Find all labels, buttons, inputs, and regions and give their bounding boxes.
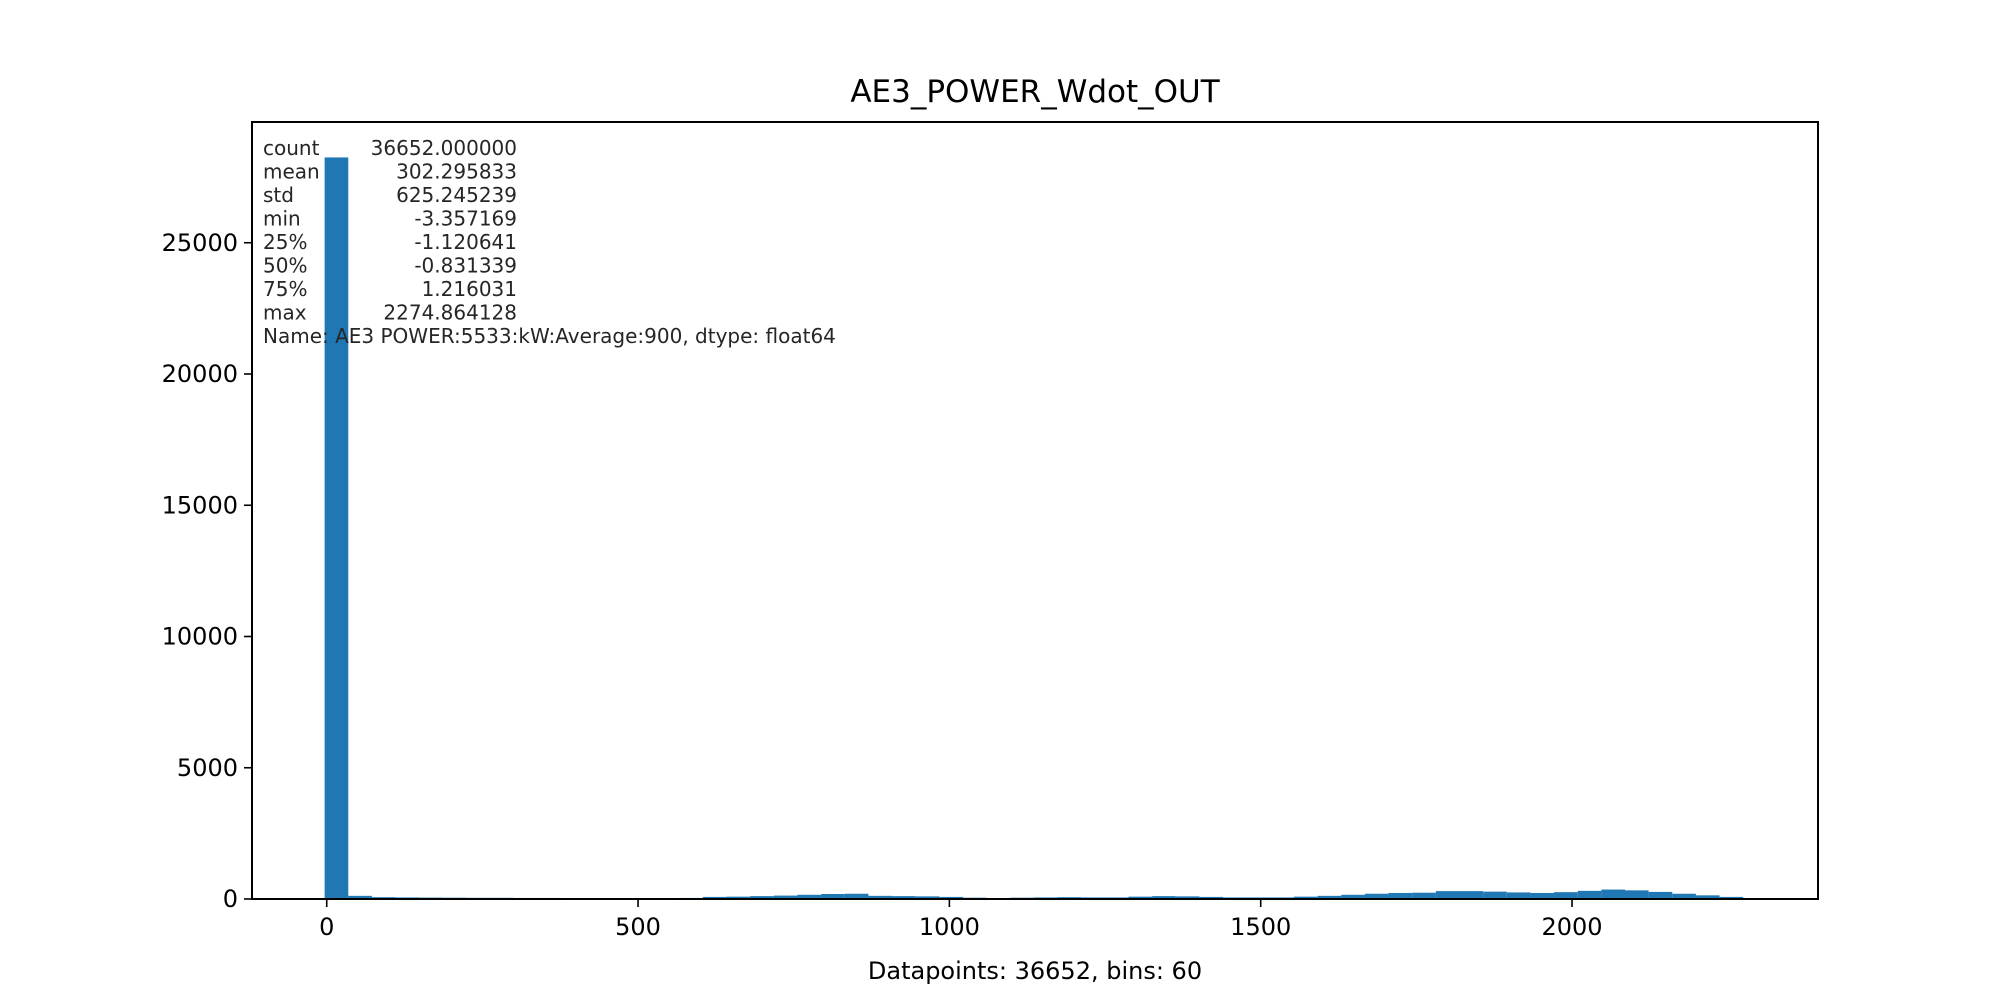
stats-label: max (263, 301, 307, 325)
histogram-bar (324, 157, 349, 899)
x-axis-label: Datapoints: 36652, bins: 60 (868, 957, 1202, 985)
x-tick-label: 0 (319, 913, 334, 941)
stats-label: std (263, 183, 294, 207)
histogram-bar (1719, 896, 1744, 899)
stats-label: 50% (263, 254, 307, 278)
x-tick-label: 1000 (919, 913, 980, 941)
y-tick-label: 15000 (162, 491, 238, 519)
histogram-bar (915, 896, 940, 900)
histogram-bar (726, 896, 751, 899)
histogram-bar (1530, 892, 1555, 899)
stats-label: min (263, 207, 301, 231)
histogram-bar (1624, 890, 1649, 899)
histogram-bars (324, 157, 1744, 900)
histogram-bar (1648, 891, 1673, 899)
stats-annotation: count 36652.000000 mean 302.295833 std 625.24… (263, 136, 836, 348)
stats-label: 75% (263, 277, 307, 301)
stats-label: mean (263, 160, 320, 184)
plot-frame (251, 121, 1819, 900)
y-tick-label: 20000 (162, 360, 238, 388)
stats-value: -3.357169 (414, 207, 517, 231)
histogram-bar (1128, 896, 1153, 899)
histogram-bar (1577, 890, 1602, 899)
histogram-bar (1199, 896, 1224, 899)
x-tick-label: 500 (615, 913, 661, 941)
histogram-bar (892, 896, 916, 899)
histogram-bar (750, 896, 774, 899)
x-tick-label: 1500 (1230, 913, 1291, 941)
histogram-bar (844, 893, 869, 899)
y-tick-label: 5000 (177, 754, 238, 782)
y-axis: 0 5000 10000 15000 20000 25000 (162, 229, 252, 913)
histogram-bar (1412, 892, 1436, 899)
stats-value: 2274.864128 (383, 301, 517, 325)
histogram-bar (939, 896, 963, 899)
histogram-bar (797, 894, 822, 899)
stats-value: 36652.000000 (371, 136, 517, 160)
stats-value: 302.295833 (396, 160, 517, 184)
histogram-bar (1435, 891, 1460, 900)
stats-footer: Name: AE3 POWER:5533:kW:Average:900, dty… (263, 324, 836, 348)
stats-label: 25% (263, 230, 307, 254)
histogram-bar (702, 896, 727, 899)
histogram-bar (1317, 895, 1342, 899)
y-tick-label: 25000 (162, 229, 238, 257)
stats-label: count (263, 136, 320, 160)
stats-value: -0.831339 (414, 254, 517, 278)
histogram-bar (773, 895, 798, 899)
histogram-bar (1152, 896, 1176, 899)
stats-value: 625.245239 (396, 183, 517, 207)
histogram-bar (1554, 892, 1578, 899)
stats-value: -1.120641 (414, 230, 517, 254)
histogram-bar (1364, 893, 1389, 899)
y-tick-label: 0 (223, 885, 238, 913)
histogram-bar (821, 894, 845, 899)
stats-value: 1.216031 (422, 277, 517, 301)
histogram-bar (1506, 892, 1531, 899)
histogram-bar (1293, 896, 1318, 899)
y-tick-label: 10000 (162, 623, 238, 651)
histogram-bar (1672, 893, 1696, 899)
histogram-bar (348, 895, 372, 899)
histogram-bar (1601, 889, 1625, 899)
histogram-bar (1483, 891, 1507, 899)
histogram-bar (868, 895, 893, 899)
chart-title: AE3_POWER_Wdot_OUT (850, 74, 1220, 110)
x-axis: 0 500 1000 1500 2000 (319, 899, 1603, 941)
histogram-bar (1175, 896, 1200, 900)
histogram-bar (1388, 892, 1413, 899)
histogram-bar (1695, 895, 1720, 899)
histogram-bar (1341, 894, 1365, 899)
histogram-bar (1459, 891, 1484, 900)
x-tick-label: 2000 (1542, 913, 1603, 941)
